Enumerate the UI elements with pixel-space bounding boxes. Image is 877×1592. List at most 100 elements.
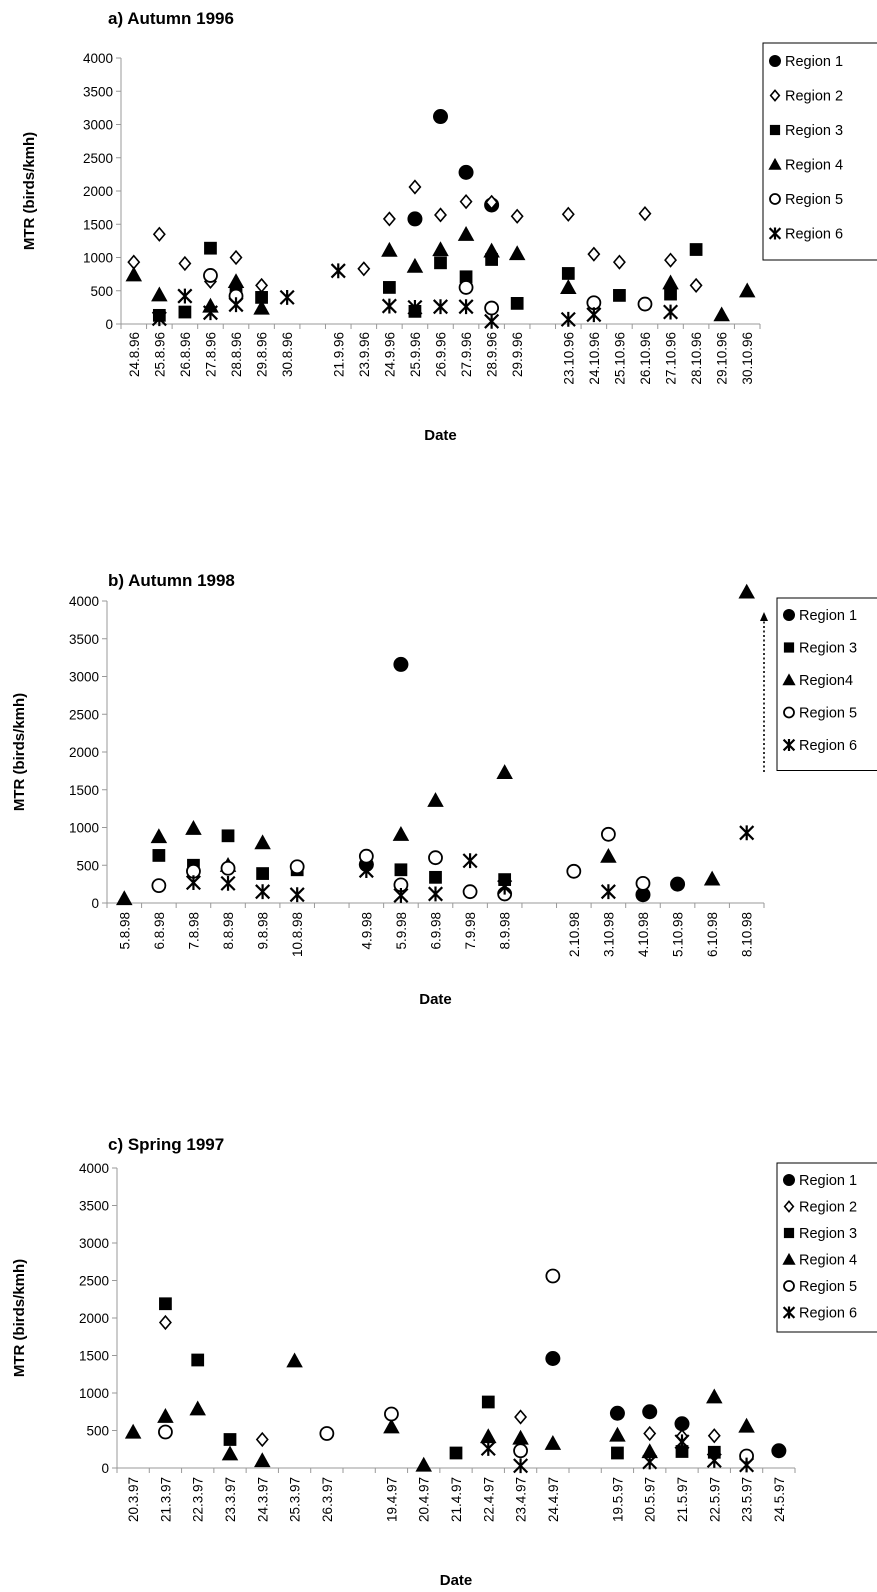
data-point <box>484 300 500 316</box>
data-point <box>642 1454 658 1470</box>
data-point <box>738 583 755 599</box>
data-point <box>458 280 474 295</box>
y-tick-label: 2000 <box>69 745 99 760</box>
x-tick-label: 7.9.98 <box>463 912 478 950</box>
x-tick-label: 24.3.97 <box>255 1477 270 1522</box>
data-point <box>560 311 576 327</box>
legend-marker <box>768 157 782 170</box>
data-point <box>394 863 408 877</box>
data-point <box>286 1352 303 1368</box>
series-1 <box>545 1351 787 1459</box>
x-tick-label: 22.5.97 <box>707 1477 722 1522</box>
x-tick-label: 3.10.98 <box>601 912 616 957</box>
x-tick-label: 25.10.96 <box>612 332 627 385</box>
legend-marker <box>769 124 781 136</box>
x-tick-label: 4.10.98 <box>636 912 651 957</box>
legend-label: Region 1 <box>799 608 857 624</box>
y-tick-label: 3000 <box>83 118 113 133</box>
data-point <box>449 1446 463 1460</box>
data-point <box>485 194 499 210</box>
x-tick-label: 20.5.97 <box>643 1477 658 1522</box>
y-tick-label: 3500 <box>69 632 99 647</box>
data-point <box>279 289 295 305</box>
series-6 <box>151 263 679 329</box>
y-tick-label: 2500 <box>83 151 113 166</box>
x-tick-label: 5.9.98 <box>394 912 409 950</box>
data-point <box>513 1458 529 1474</box>
y-tick-label: 4000 <box>69 594 99 609</box>
legend-marker <box>783 609 795 621</box>
data-point <box>228 297 244 313</box>
data-point <box>432 299 449 315</box>
y-tick-label: 500 <box>76 858 99 873</box>
y-tick-label: 0 <box>101 1461 109 1476</box>
data-point <box>151 286 168 302</box>
x-tick-label: 24.10.96 <box>587 332 602 385</box>
data-point <box>459 194 473 210</box>
data-point <box>642 1404 658 1420</box>
data-point <box>407 299 423 315</box>
y-tick-label: 0 <box>105 317 113 332</box>
series-1 <box>407 109 500 227</box>
data-point <box>674 1434 690 1450</box>
data-point <box>428 850 443 866</box>
data-point <box>586 307 602 323</box>
legend-label: Region 5 <box>799 706 857 722</box>
x-axis-label: Date <box>424 427 457 444</box>
x-tick-label: 28.10.96 <box>689 332 704 385</box>
x-tick-label: 23.3.97 <box>223 1477 238 1522</box>
x-tick-label: 21.4.97 <box>449 1477 464 1522</box>
x-tick-label: 21.9.96 <box>331 332 346 377</box>
chart-title: b) Autumn 1998 <box>108 571 235 590</box>
x-tick-label: 24.4.97 <box>546 1477 561 1522</box>
legend-marker <box>783 1200 795 1213</box>
series-5 <box>185 825 755 903</box>
data-point <box>427 792 444 807</box>
y-tick-label: 1500 <box>69 783 99 798</box>
data-point <box>707 1428 721 1444</box>
x-tick-label: 24.9.96 <box>382 332 397 377</box>
x-tick-label: 22.4.97 <box>481 1477 496 1522</box>
data-point <box>561 206 575 222</box>
legend-label: Region 4 <box>799 1253 857 1269</box>
x-tick-label: 27.10.96 <box>664 332 679 385</box>
legend-marker <box>782 1252 796 1265</box>
data-point <box>641 1443 658 1459</box>
data-point <box>458 299 474 315</box>
data-point <box>256 867 269 880</box>
legend-marker <box>783 706 795 719</box>
data-point <box>381 298 397 314</box>
data-point <box>510 208 524 224</box>
data-point <box>150 828 168 844</box>
y-tick-label: 3000 <box>69 670 99 685</box>
data-point <box>459 270 473 284</box>
legend-label: Region 5 <box>799 1279 857 1295</box>
x-tick-label: 25.8.96 <box>152 332 167 377</box>
legend-marker <box>783 1227 795 1239</box>
data-point <box>689 277 703 294</box>
data-point <box>713 306 730 322</box>
data-point <box>664 252 678 268</box>
data-point <box>738 1417 755 1433</box>
data-point <box>185 875 201 891</box>
data-point <box>512 1429 529 1445</box>
data-point <box>508 245 526 261</box>
data-point <box>613 289 626 302</box>
legend-label: Region 2 <box>799 1200 857 1216</box>
y-tick-label: 4000 <box>83 51 113 66</box>
y-axis-label: MTR (birds/kmh) <box>21 132 38 250</box>
data-point <box>124 1423 142 1439</box>
legend-label: Region 3 <box>799 1226 857 1242</box>
legend-label: Region 5 <box>785 192 843 208</box>
legend-marker <box>768 227 782 240</box>
data-point <box>254 1452 271 1468</box>
data-point <box>462 853 478 869</box>
data-point <box>663 304 679 320</box>
data-point <box>462 884 478 900</box>
data-point <box>383 1418 400 1434</box>
y-tick-label: 1000 <box>83 251 113 266</box>
data-point <box>703 870 721 886</box>
x-tick-label: 10.8.98 <box>290 912 305 957</box>
y-tick-label: 2000 <box>79 1311 109 1326</box>
